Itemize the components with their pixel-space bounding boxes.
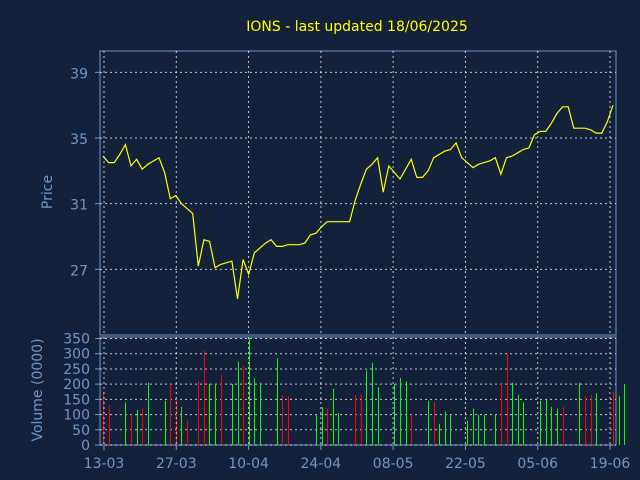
price-tick-label: 31 bbox=[70, 198, 88, 214]
price-frame bbox=[99, 50, 617, 336]
x-tick-label: 22-05 bbox=[445, 456, 486, 472]
volume-frame bbox=[99, 336, 617, 446]
chart-title: IONS - last updated 18/06/2025 bbox=[246, 19, 468, 35]
price-tick-label: 35 bbox=[70, 132, 88, 148]
volume-tick-label: 100 bbox=[63, 408, 90, 424]
volume-axis-title: Volume (0000) bbox=[30, 338, 46, 441]
x-tick-label: 19-06 bbox=[590, 456, 631, 472]
volume-tick-label: 300 bbox=[63, 347, 90, 363]
price-tick-label: 39 bbox=[70, 66, 88, 82]
x-tick-label: 27-03 bbox=[156, 456, 197, 472]
price-line bbox=[102, 105, 614, 299]
volume-tick-label: 150 bbox=[63, 392, 90, 408]
x-tick-label: 24-04 bbox=[301, 456, 342, 472]
x-tick-label: 05-06 bbox=[517, 456, 558, 472]
x-tick-label: 08-05 bbox=[373, 456, 414, 472]
volume-tick-label: 200 bbox=[63, 377, 90, 393]
volume-tick-label: 0 bbox=[81, 438, 90, 454]
x-tick-label: 13-03 bbox=[84, 456, 125, 472]
volume-tick-label: 350 bbox=[63, 332, 90, 348]
volume-tick-label: 50 bbox=[72, 423, 90, 439]
x-tick-label: 10-04 bbox=[228, 456, 269, 472]
price-panel: 27 31 35 39 bbox=[70, 50, 617, 336]
price-axis-title: Price bbox=[40, 175, 56, 209]
price-tick-label: 27 bbox=[70, 263, 88, 279]
volume-tick-label: 250 bbox=[63, 362, 90, 378]
x-axis-ticks: 13-03 27-03 10-04 24-04 08-05 22-05 05-06 19-06 bbox=[84, 51, 631, 472]
